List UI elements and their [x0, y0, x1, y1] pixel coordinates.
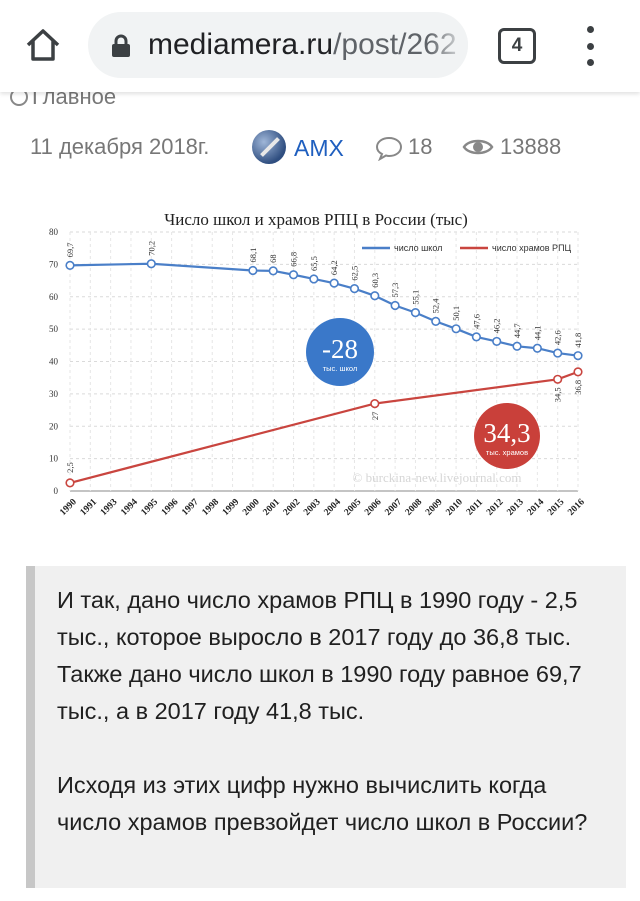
data-point [146, 259, 156, 269]
data-point [309, 274, 319, 284]
data-point [471, 332, 482, 342]
data-point [329, 278, 339, 288]
data-label: 34,5 [553, 387, 563, 402]
data-point [573, 351, 583, 361]
data-label: 68 [268, 254, 278, 263]
data-label: 55,1 [410, 290, 420, 305]
data-point [512, 341, 522, 351]
y-tick-label: 0 [54, 486, 59, 496]
eye-icon [462, 139, 494, 155]
author-avatar[interactable] [252, 130, 286, 164]
data-label: 57,3 [390, 283, 400, 298]
data-point [431, 316, 441, 326]
data-label: 36,8 [573, 380, 583, 395]
more-vertical-icon-dot [586, 59, 594, 66]
annotation-subtext: тыс. храмов [486, 448, 528, 457]
author-link[interactable]: AMX [294, 135, 344, 161]
data-point [390, 300, 400, 311]
data-point [532, 343, 542, 353]
annotation-value: -28 [322, 334, 358, 364]
data-label: 46,2 [492, 319, 502, 334]
article-quote: И так, дано число храмов РПЦ в 1990 году… [26, 566, 626, 888]
annotation-circle [474, 403, 540, 469]
annotation-circle [306, 318, 374, 386]
data-label: 65,5 [309, 256, 319, 271]
url-fade [428, 12, 468, 78]
post-date: 11 декабря 2018г. [30, 134, 210, 159]
views-count: 13888 [500, 134, 562, 159]
tab-count: 4 [511, 35, 523, 56]
annotation-value: 34,3 [483, 418, 530, 448]
data-label: 27 [370, 412, 380, 421]
data-point [410, 308, 421, 318]
comments-count[interactable]: 18 [408, 134, 433, 159]
data-point [268, 266, 278, 276]
data-label: 50,1 [451, 306, 461, 321]
data-label: 60,3 [370, 273, 380, 288]
url-domain: mediamera.ru [148, 28, 334, 61]
data-point [451, 324, 461, 334]
data-label: 44,1 [532, 325, 542, 340]
y-tick-label: 50 [49, 324, 59, 334]
y-tick-label: 40 [49, 357, 59, 367]
data-label: 66,8 [289, 252, 299, 267]
url-text: mediamera.ru/post/262 [148, 28, 457, 62]
series-line-churches [69, 370, 579, 484]
tab-switcher-button[interactable]: 4 [498, 28, 536, 64]
watermark-text: © burckina-new.livejournal.com [353, 470, 522, 485]
y-tick-label: 10 [49, 454, 59, 464]
y-axis: 0 10 20 30 40 50 60 70 80 [49, 227, 59, 496]
schools-churches-chart: Число школ и храмов РПЦ в России (тыс) 0… [22, 200, 592, 530]
data-point [370, 291, 380, 301]
data-point [248, 265, 258, 276]
data-point [65, 260, 75, 270]
data-label: 41,8 [573, 333, 583, 348]
data-label: 70,2 [146, 241, 156, 256]
y-tick-label: 20 [49, 421, 59, 431]
y-tick-label: 80 [49, 227, 59, 237]
data-point [349, 284, 360, 294]
address-bar[interactable]: mediamera.ru/post/262 [88, 12, 468, 78]
data-label: 62,5 [349, 266, 359, 281]
data-label: 69,7 [65, 242, 75, 257]
home-button[interactable] [18, 20, 68, 70]
browser-toolbar: mediamera.ru/post/262 4 [0, 0, 640, 92]
article-paragraph-1: И так, дано число храмов РПЦ в 1990 году… [57, 587, 582, 724]
data-label: 2,5 [65, 462, 75, 473]
data-label: 42,6 [553, 330, 563, 345]
data-point [573, 367, 583, 377]
data-point [492, 336, 502, 347]
post-meta: 11 декабря 2018г. AMX 18 13888 [30, 130, 630, 166]
series: 69,7 70,2 68,1 68 66,8 65,5 64,2 62,5 60,3 57,3 55… [65, 241, 583, 488]
data-point [370, 398, 380, 409]
data-point [288, 270, 299, 280]
more-vertical-icon [586, 26, 594, 33]
y-tick-label: 70 [49, 259, 59, 269]
chart-title: Число школ и храмов РПЦ в России (тыс) [164, 210, 468, 229]
legend-label: число школ [394, 243, 442, 253]
data-point [65, 478, 75, 488]
more-vertical-icon-dot [586, 42, 594, 50]
data-point [553, 374, 563, 384]
y-tick-label: 60 [49, 292, 59, 302]
legend-label: число храмов РПЦ [492, 243, 572, 253]
data-point [553, 348, 563, 358]
more-menu-button[interactable] [572, 24, 608, 68]
data-label: 44,7 [512, 323, 522, 338]
annotation-subtext: тыс. школ [323, 364, 358, 373]
data-label: 52,4 [431, 298, 441, 314]
data-label: 64,2 [329, 260, 339, 275]
y-tick-label: 30 [49, 389, 59, 399]
legend: число школ число храмов РПЦ [362, 243, 572, 253]
data-label: 68,1 [248, 248, 258, 263]
article-paragraph-2: Исходя из этих цифр нужно вычислить когд… [57, 772, 588, 835]
data-label: 47,6 [471, 314, 481, 329]
home-icon [26, 29, 60, 61]
comment-icon[interactable] [375, 135, 403, 161]
lock-icon [112, 34, 130, 57]
